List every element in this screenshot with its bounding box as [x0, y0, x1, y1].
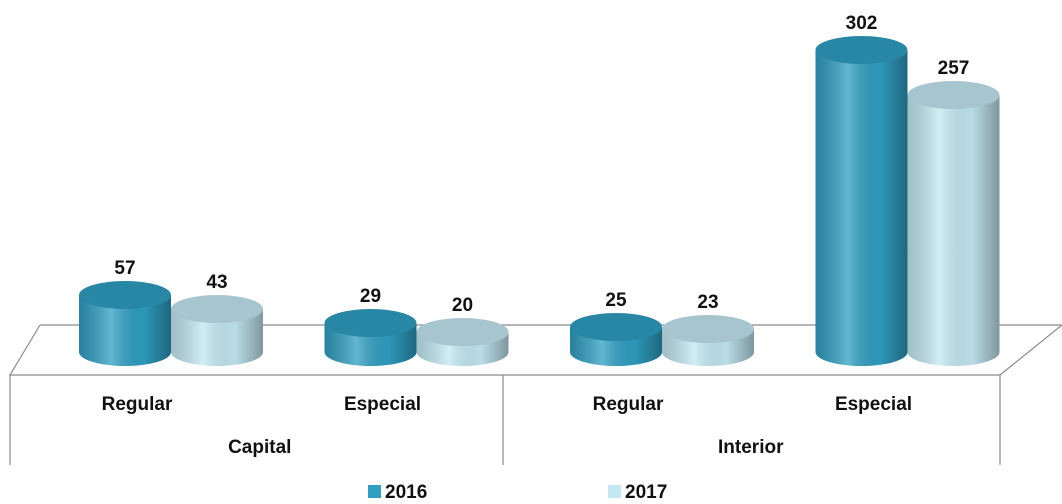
- category-label: Especial: [835, 394, 912, 415]
- legend-label: 2016: [385, 482, 427, 503]
- value-label: 43: [206, 272, 227, 293]
- cylinder-top: [416, 318, 509, 346]
- group-label: Interior: [718, 437, 784, 458]
- legend-label: 2017: [625, 482, 667, 503]
- value-label: 57: [114, 258, 135, 279]
- cylinder-top: [79, 281, 171, 309]
- legend-swatch: [608, 485, 621, 498]
- value-label: 29: [360, 286, 381, 307]
- cylinder-shade: [907, 95, 1000, 367]
- group-label: Capital: [228, 437, 291, 458]
- cylinder-top: [570, 313, 662, 341]
- value-label: 257: [938, 58, 970, 79]
- value-label: 302: [846, 13, 878, 34]
- category-label: Regular: [102, 394, 173, 415]
- cylinder-shade: [79, 295, 171, 366]
- cylinder-shade: [815, 50, 908, 367]
- cylinder-top: [815, 36, 908, 64]
- cylinder-top: [324, 309, 417, 337]
- category-label: Regular: [593, 394, 664, 415]
- value-label: 25: [605, 290, 627, 311]
- cylinder-shade: [171, 309, 263, 366]
- cylinder-top: [907, 81, 1000, 109]
- cylinder-top: [662, 315, 754, 343]
- value-label: 20: [452, 295, 473, 316]
- legend-swatch: [368, 485, 381, 498]
- cylinder-top: [171, 295, 263, 323]
- value-label: 23: [697, 292, 718, 313]
- category-label: Especial: [344, 394, 421, 415]
